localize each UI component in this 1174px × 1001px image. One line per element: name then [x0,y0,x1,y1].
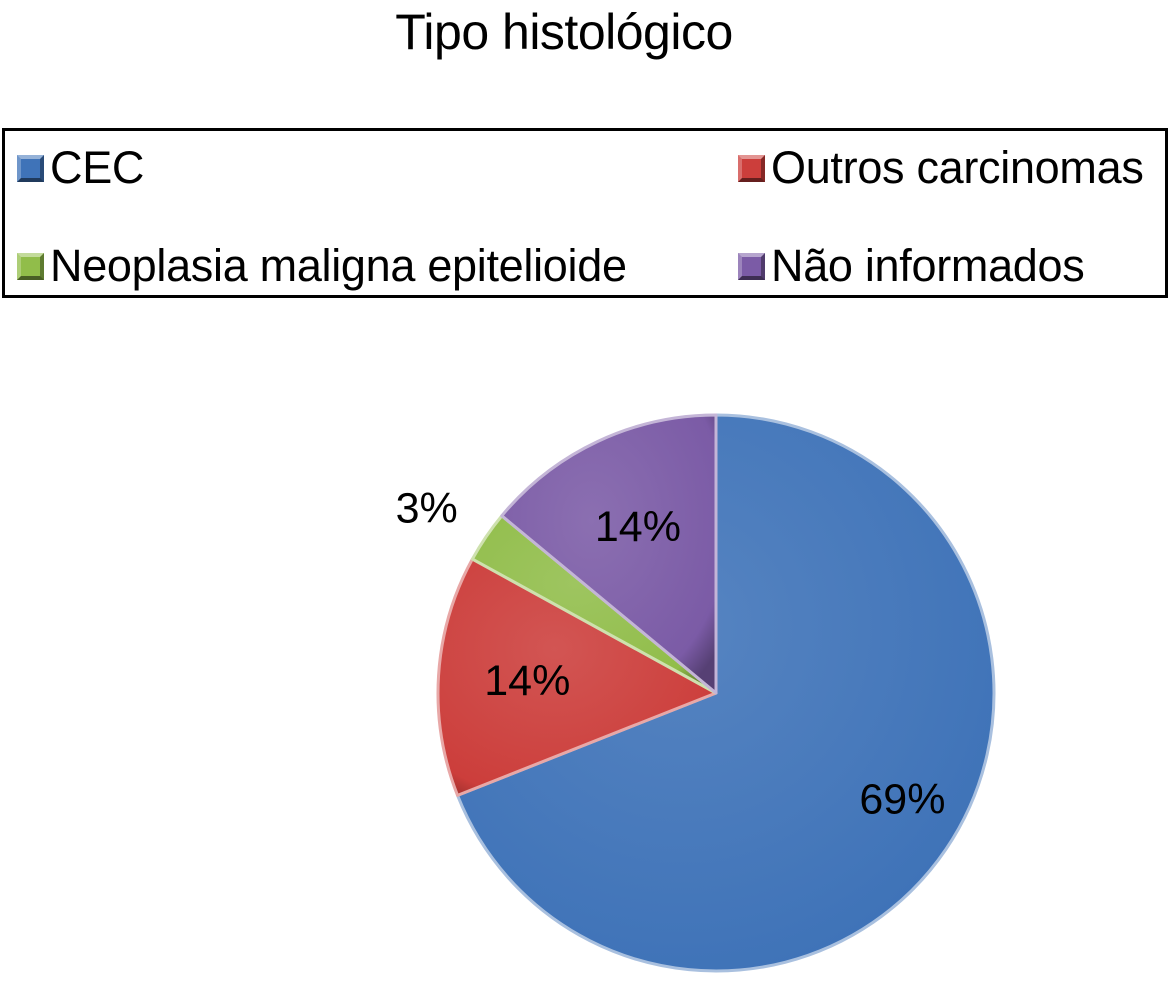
data-label-neoplasia: 3% [396,485,458,533]
pie-slice-cec [456,413,996,973]
legend-swatch-cec [17,154,44,182]
legend-label-nao-informados: Não informados [771,240,1085,291]
pie-slice-outros-carcinomas [436,557,718,797]
pie-slices [436,413,996,973]
legend-label-neoplasia: Neoplasia maligna epitelioide [50,240,627,291]
legend-item-cec: CEC [17,138,144,198]
legend-label-cec: CEC [50,142,145,193]
legend-swatch-neoplasia [17,252,44,280]
legend-item-neoplasia: Neoplasia maligna epitelioide [17,236,627,296]
pie-slice-nao-informados [500,413,718,695]
data-label-nao-informados: 14% [595,503,681,551]
chart-legend: CEC Outros carcinomas Neoplasia maligna … [2,128,1168,298]
legend-swatch-nao-informados [738,252,765,280]
chart-title: Tipo histológico [395,4,733,60]
data-label-cec: 69% [859,775,945,823]
legend-item-nao-informados: Não informados [738,236,1085,296]
pie-data-labels: 69% 14% 3% 14% [396,485,946,824]
legend-item-outros-carcinomas: Outros carcinomas [738,138,1144,198]
legend-label-outros-carcinomas: Outros carcinomas [771,142,1144,193]
legend-swatch-outros-carcinomas [738,154,765,182]
data-label-outros-carcinomas: 14% [484,657,570,705]
